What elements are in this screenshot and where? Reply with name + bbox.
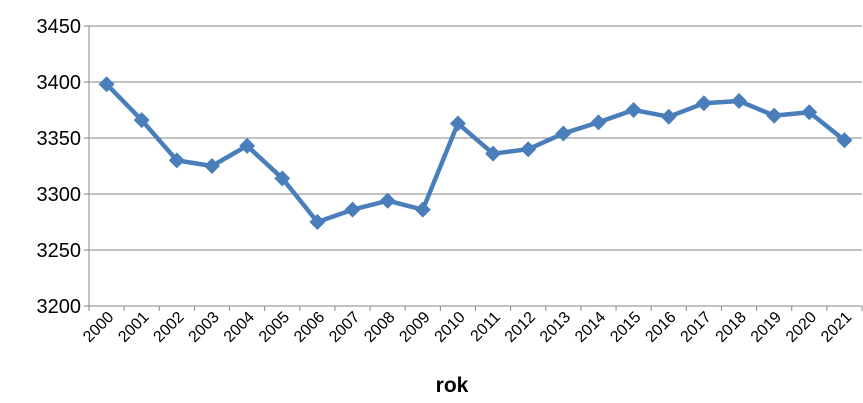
x-tick-label: 2005 [256, 309, 293, 346]
x-tick-label: 2013 [537, 309, 574, 346]
x-tick-label: 2020 [783, 309, 820, 346]
x-tick-label: 2019 [748, 309, 785, 346]
data-point-marker [274, 170, 291, 187]
data-point-marker [203, 158, 220, 174]
data-point-marker [836, 132, 853, 149]
x-tick-label: 2000 [80, 309, 117, 346]
x-tick-label: 2010 [432, 309, 469, 346]
y-tick-label: 3200 [37, 296, 82, 318]
data-point-marker [379, 192, 396, 209]
x-tick-label: 2011 [468, 309, 504, 345]
x-tick-label: 2015 [607, 309, 644, 346]
x-tick-label: 2018 [713, 309, 750, 346]
data-point-marker [98, 76, 115, 93]
data-point-marker [766, 107, 783, 124]
data-point-marker [555, 125, 572, 142]
data-point-marker [239, 137, 256, 154]
data-point-marker [520, 141, 537, 158]
y-tick-label: 3250 [37, 240, 82, 262]
x-tick-label: 2014 [572, 309, 609, 346]
data-point-marker [133, 112, 150, 129]
x-axis-title: rok [436, 374, 469, 397]
y-tick-label: 3300 [37, 184, 82, 206]
x-tick-label: 2001 [115, 309, 152, 346]
data-point-marker [660, 108, 677, 125]
x-tick-label: 2003 [186, 309, 223, 346]
data-point-marker [485, 145, 502, 162]
x-tick-label: 2016 [642, 309, 679, 346]
axes [84, 25, 863, 311]
data-point-marker [449, 115, 466, 132]
data-point-marker [168, 152, 185, 169]
x-tick-label: 2002 [150, 309, 187, 346]
data-point-marker [309, 214, 326, 230]
data-point-marker [695, 95, 712, 112]
x-tick-label: 2021 [818, 309, 855, 346]
data-point-marker [590, 114, 607, 131]
data-point-marker [414, 201, 431, 218]
x-tick-label: 2017 [678, 309, 715, 346]
x-axis-tick-labels: 2000200120022003200420052006200720082009… [80, 309, 855, 346]
data-point-marker [731, 93, 748, 110]
x-tick-label: 2009 [396, 309, 433, 346]
x-tick-label: 2007 [326, 309, 363, 346]
y-tick-label: 3400 [37, 72, 82, 94]
series-group [98, 76, 853, 230]
x-tick-label: 2012 [502, 309, 539, 346]
y-tick-label: 3350 [37, 128, 82, 150]
x-tick-label: 2004 [221, 309, 258, 346]
y-axis-tick-labels: 3200 3250 3300 3350 3400 3450 [37, 16, 82, 318]
x-tick-label: 2008 [361, 309, 398, 346]
data-point-marker [801, 104, 818, 121]
series-line [104, 81, 847, 225]
data-point-marker [344, 201, 361, 218]
y-tick-label: 3450 [37, 16, 82, 38]
data-point-marker [625, 102, 642, 118]
x-tick-label: 2006 [291, 309, 328, 346]
